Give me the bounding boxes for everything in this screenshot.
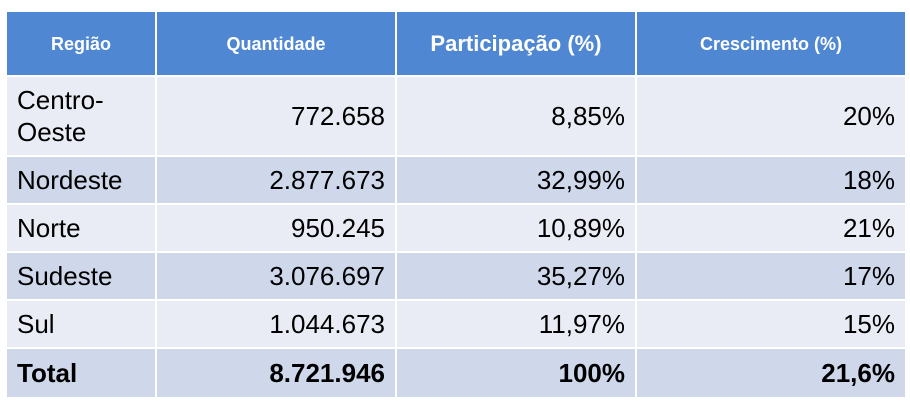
header-crescimento: Crescimento (%) [637, 12, 905, 75]
cell-quantidade: 2.877.673 [157, 157, 395, 203]
region-table: Região Quantidade Participação (%) Cresc… [5, 10, 907, 399]
cell-regiao: Nordeste [7, 157, 155, 203]
total-quantidade: 8.721.946 [157, 349, 395, 397]
cell-crescimento: 15% [637, 301, 905, 347]
cell-participacao: 10,89% [397, 205, 635, 251]
header-quantidade: Quantidade [157, 12, 395, 75]
header-regiao: Região [7, 12, 155, 75]
cell-regiao: Sudeste [7, 253, 155, 299]
cell-participacao: 11,97% [397, 301, 635, 347]
table-body: Centro-Oeste 772.658 8,85% 20% Nordeste … [7, 77, 905, 397]
table-row: Norte 950.245 10,89% 21% [7, 205, 905, 251]
cell-participacao: 8,85% [397, 77, 635, 155]
total-participacao: 100% [397, 349, 635, 397]
cell-crescimento: 20% [637, 77, 905, 155]
header-row: Região Quantidade Participação (%) Cresc… [7, 12, 905, 75]
cell-crescimento: 21% [637, 205, 905, 251]
cell-quantidade: 772.658 [157, 77, 395, 155]
total-row: Total 8.721.946 100% 21,6% [7, 349, 905, 397]
table-row: Centro-Oeste 772.658 8,85% 20% [7, 77, 905, 155]
total-crescimento: 21,6% [637, 349, 905, 397]
cell-quantidade: 3.076.697 [157, 253, 395, 299]
cell-crescimento: 18% [637, 157, 905, 203]
cell-crescimento: 17% [637, 253, 905, 299]
cell-regiao: Norte [7, 205, 155, 251]
cell-participacao: 35,27% [397, 253, 635, 299]
cell-regiao: Sul [7, 301, 155, 347]
total-regiao: Total [7, 349, 155, 397]
cell-participacao: 32,99% [397, 157, 635, 203]
table-row: Nordeste 2.877.673 32,99% 18% [7, 157, 905, 203]
table-row: Sul 1.044.673 11,97% 15% [7, 301, 905, 347]
region-table-container: Região Quantidade Participação (%) Cresc… [5, 10, 905, 399]
header-participacao: Participação (%) [397, 12, 635, 75]
cell-quantidade: 950.245 [157, 205, 395, 251]
table-header: Região Quantidade Participação (%) Cresc… [7, 12, 905, 75]
cell-quantidade: 1.044.673 [157, 301, 395, 347]
table-row: Sudeste 3.076.697 35,27% 17% [7, 253, 905, 299]
cell-regiao: Centro-Oeste [7, 77, 155, 155]
